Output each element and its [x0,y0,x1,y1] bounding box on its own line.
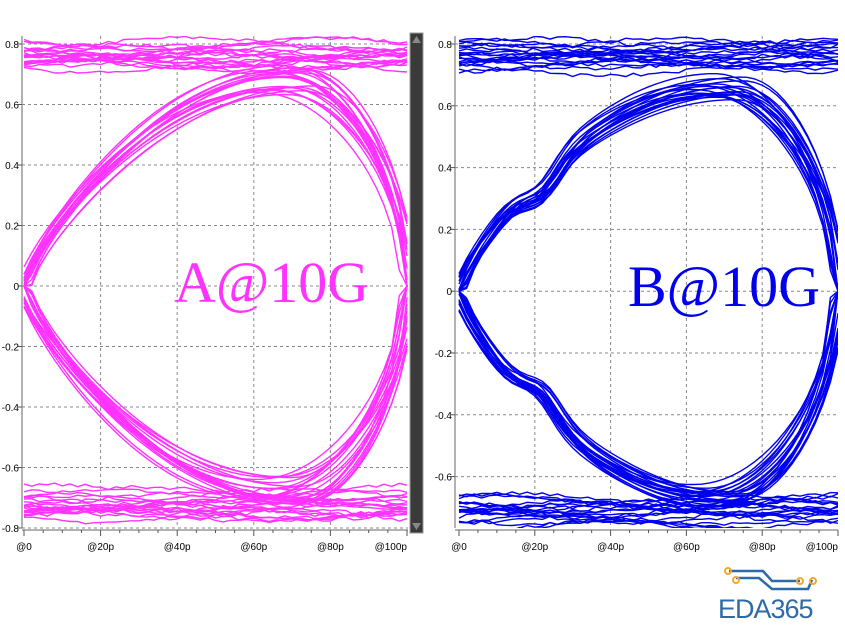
y-tick-label: -0.4 [2,403,20,414]
y-tick-label: 0 [13,282,19,293]
eye-trace [458,37,838,54]
eye-trace [23,91,408,287]
y-tick-label: 0.6 [438,102,452,113]
eye-trace [23,36,408,52]
eye-trace [458,90,838,292]
eye-trace [23,43,408,60]
eye-trace [458,77,838,292]
eye-trace [458,80,838,292]
eye-trace [458,290,838,508]
eye-trace [458,290,838,494]
eye-trace [458,491,838,508]
y-tick-label: 0.8 [5,40,19,51]
y-tick-label: 0.4 [438,164,452,175]
x-tick-label: @0 [16,542,32,553]
eye-trace [23,285,408,499]
eye-trace [458,505,838,523]
x-tick-label: @80p [749,542,776,553]
eye-trace [458,493,838,510]
eye-trace [458,507,838,525]
eye-panel-2: 0.8 0.6 0.4 0.2 0 -0.2 -0.4 -0.6 @0 @20p @40p @60p @… [435,36,839,553]
eye-trace [23,285,408,502]
eye-trace [23,482,408,500]
x-tick-label: @60p [673,542,700,553]
eye-trace [23,76,408,287]
eye-trace [23,499,408,517]
eye-trace [458,291,838,507]
eye-trace [23,285,408,500]
eye-trace [23,285,408,501]
y-tick-label: -0.6 [2,464,20,475]
x-tick-label: @0 [451,542,467,553]
eye-trace [23,69,408,287]
eye-trace [458,62,838,78]
eye-trace [516,518,723,528]
logo-text: EDA365 [718,594,814,624]
eye-trace [458,290,838,496]
eye-trace [23,71,408,287]
eye-trace [23,90,408,287]
eye-trace [458,83,838,292]
eye-trace [23,42,408,59]
scroll-up-icon[interactable] [412,36,421,43]
eye-trace [23,285,408,490]
y-tick-label: -0.6 [435,473,453,484]
eye-traces [458,36,838,528]
eye-trace [23,285,408,479]
x-tick-label: @100p [375,542,408,553]
eye-trace [23,506,407,523]
y-tick-label: 0.6 [5,101,19,112]
y-tick-label: -0.2 [435,349,453,360]
eye-trace [458,290,838,498]
eye-label: B@10G [628,254,820,319]
eye-trace [458,291,838,489]
eye-trace [458,44,838,62]
eye-trace [23,48,408,65]
y-tick-label: 0.2 [438,225,452,236]
eye-trace [458,510,838,526]
eye-trace [23,69,408,287]
eye-label: A@10G [174,250,369,315]
eye-panel-1: 0.8 0.6 0.4 0.2 0 -0.2 -0.4 -0.6 -0.8 @0 @20p @40p @… [2,36,408,553]
eye-trace [458,36,838,53]
eye-trace [458,504,838,521]
x-tick-label: @40p [164,542,191,553]
x-tick-label: @100p [806,542,839,553]
eye-trace [458,40,838,58]
scroll-down-icon[interactable] [412,523,421,530]
x-tick-label: @80p [317,542,344,553]
eye-trace [23,489,408,505]
eye-trace [458,53,838,71]
y-tick-label: -0.2 [2,343,20,354]
eye-trace [23,52,408,68]
eye-trace [23,72,408,287]
y-tick-label: 0.8 [438,40,452,51]
eye-trace [458,51,838,69]
y-tick-label: -0.8 [2,524,20,535]
eye-trace [23,285,408,502]
eye-trace [23,53,408,70]
eye-trace [23,490,408,507]
eye-trace [23,36,408,52]
eye-trace [23,285,408,481]
x-tick-label: @20p [521,542,548,553]
x-tick-label: @40p [597,542,624,553]
y-tick-label: 0 [446,287,452,298]
eye-trace [458,496,838,514]
eye-trace [458,290,838,502]
eye-trace [23,508,408,525]
y-tick-label: -0.4 [435,411,453,422]
y-tick-label: 0.2 [5,222,19,233]
x-tick-label: @20p [87,542,114,553]
panel-splitter-scrollbar[interactable] [409,32,424,534]
x-tick-label: @60p [240,542,267,553]
eye-trace [458,291,838,493]
eye-trace [23,285,408,488]
eye-trace [458,76,838,292]
eye-trace [458,94,838,292]
y-tick-label: 0.4 [5,161,19,172]
eye-traces [23,36,408,525]
eye-trace [458,96,838,292]
